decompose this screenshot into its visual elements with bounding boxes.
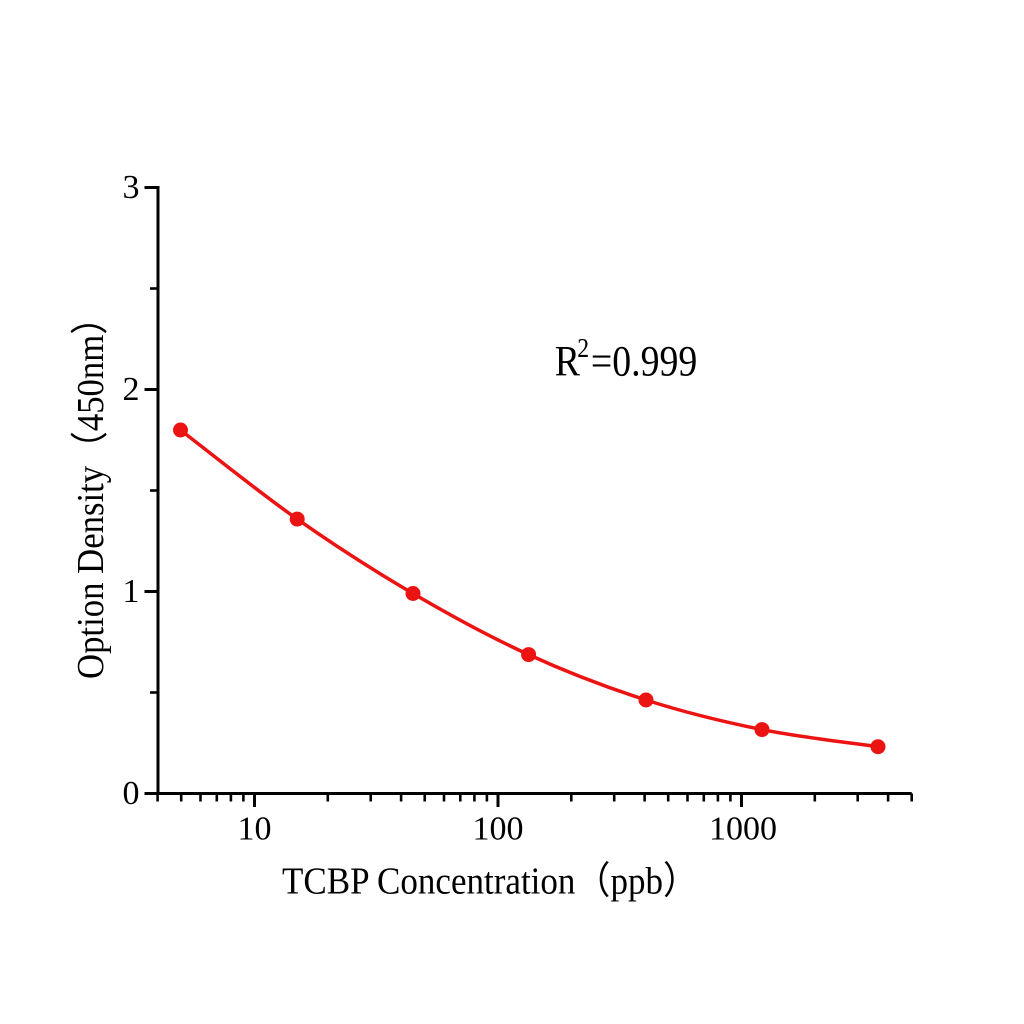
svg-text:10: 10 — [238, 810, 272, 847]
svg-text:2: 2 — [123, 371, 140, 408]
svg-text:100: 100 — [473, 810, 524, 847]
svg-text:=0.999: =0.999 — [591, 337, 697, 385]
svg-text:3: 3 — [123, 169, 140, 206]
svg-text:1000: 1000 — [709, 810, 777, 847]
svg-text:1: 1 — [123, 573, 140, 610]
svg-text:0: 0 — [123, 775, 140, 812]
svg-text:R: R — [555, 337, 580, 385]
svg-text:TCBP Concentration（ppb）: TCBP Concentration（ppb） — [282, 861, 698, 903]
svg-text:Option Density（450nm）: Option Density（450nm） — [70, 300, 112, 679]
svg-text:2: 2 — [577, 332, 589, 363]
